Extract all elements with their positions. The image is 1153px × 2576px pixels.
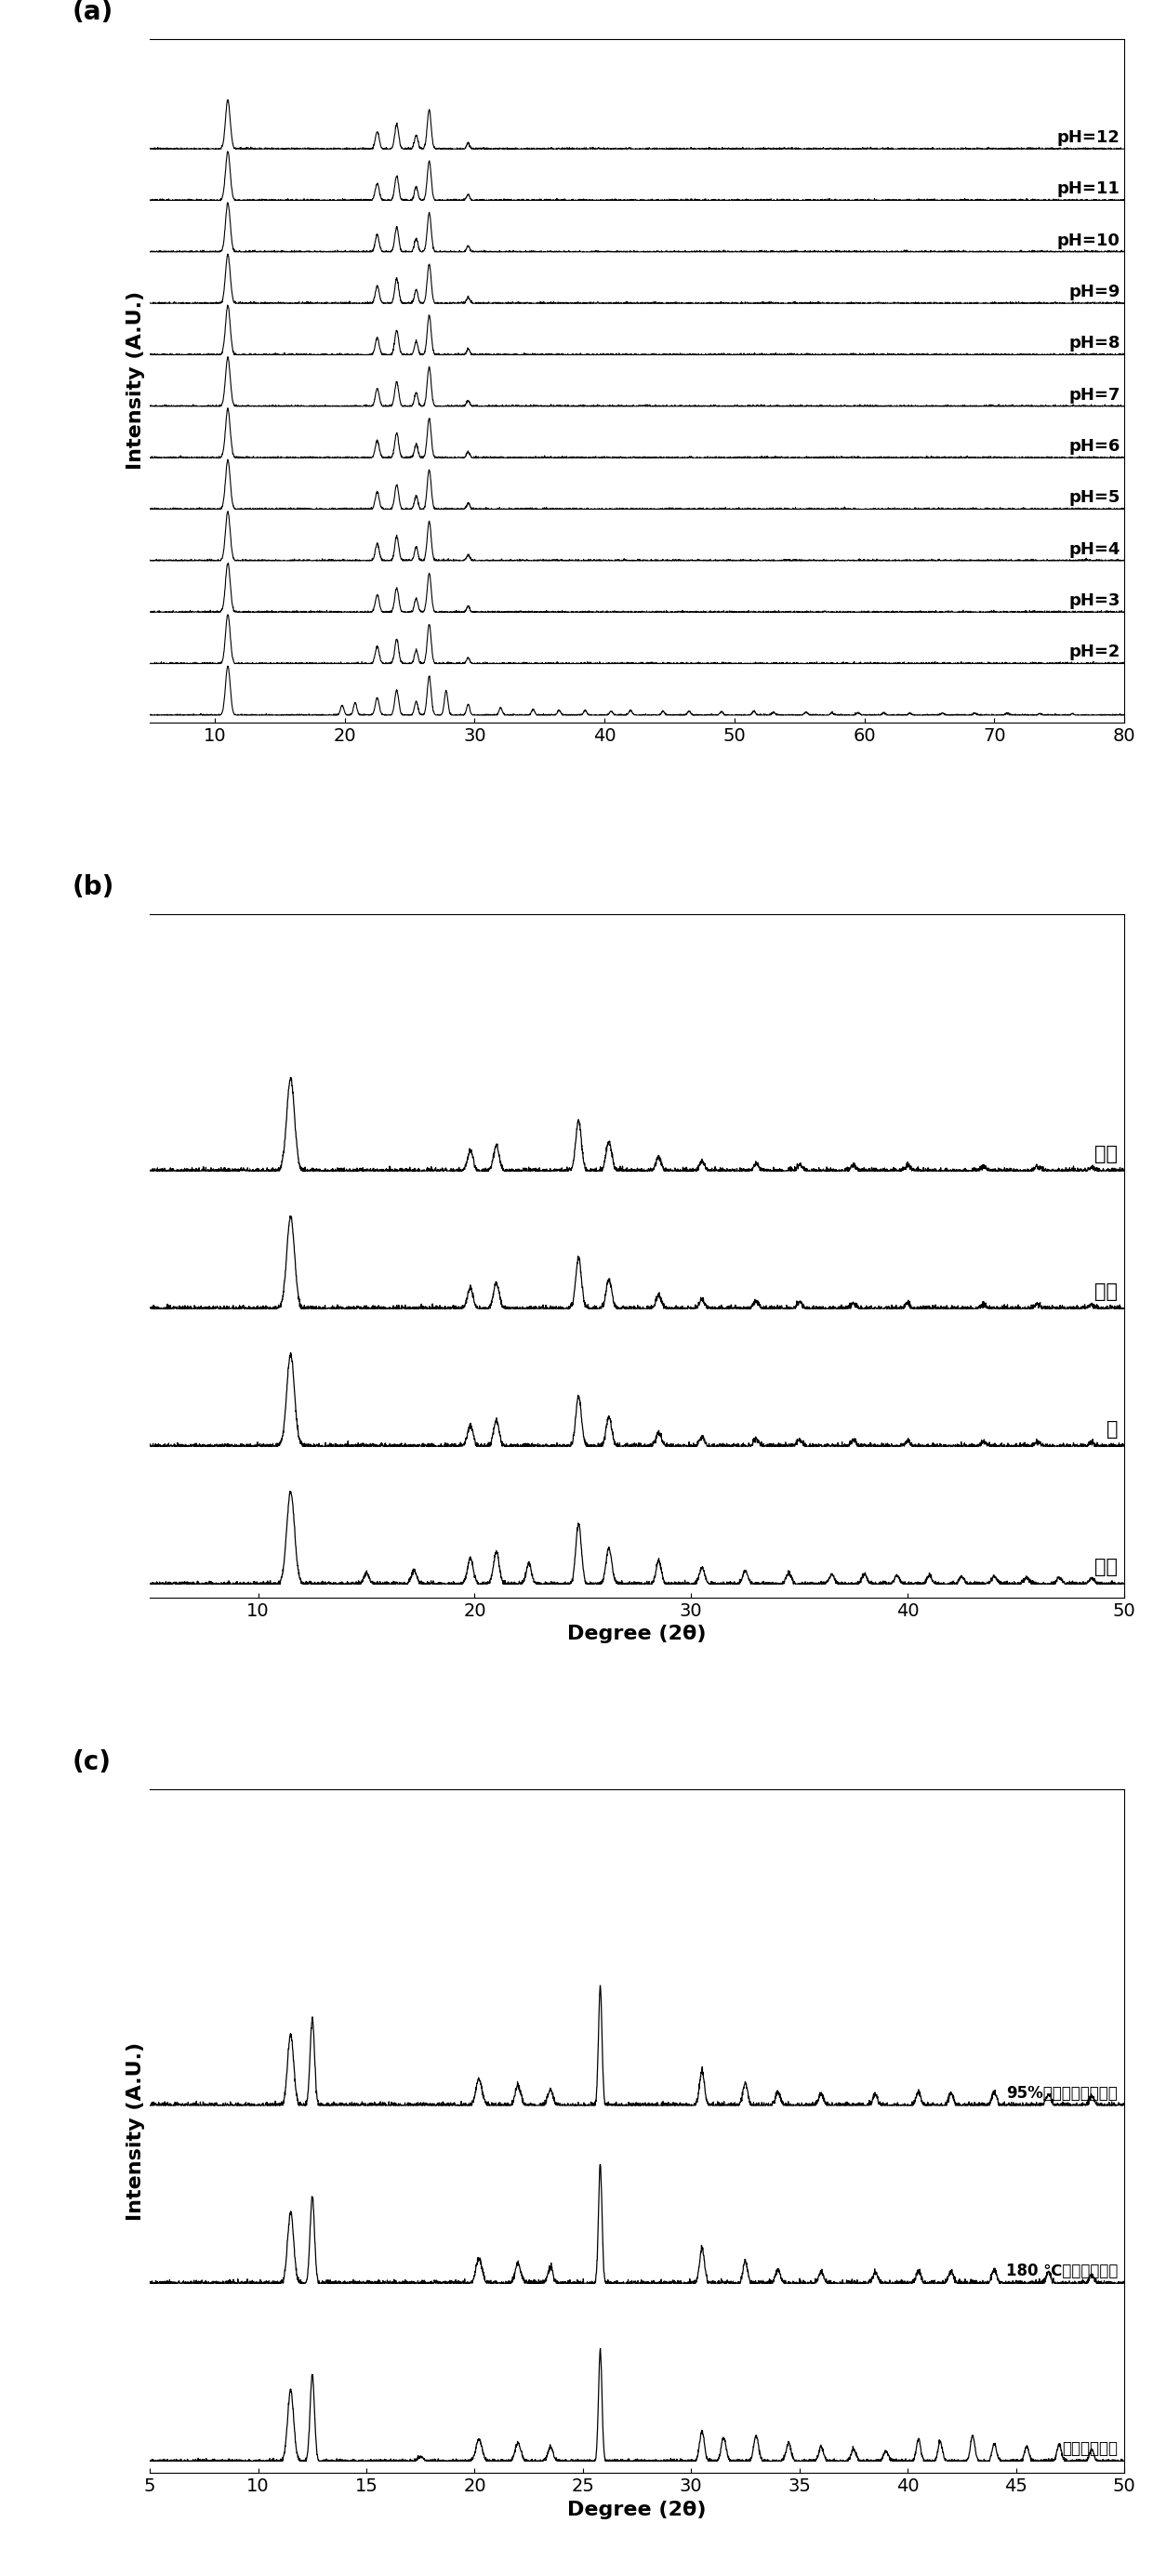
Text: pH=12: pH=12: [1057, 129, 1121, 147]
Text: pH=8: pH=8: [1069, 335, 1121, 353]
Text: pH=10: pH=10: [1057, 232, 1121, 250]
Text: (b): (b): [71, 873, 114, 899]
Text: 95%湿度测试后的粉末: 95%湿度测试后的粉末: [1007, 2084, 1117, 2102]
Text: 乙醇: 乙醇: [1094, 1283, 1117, 1301]
Text: pH=3: pH=3: [1069, 592, 1121, 608]
Y-axis label: Intensity (A.U.): Intensity (A.U.): [126, 291, 145, 469]
Text: 180 ℃测试后的粉末: 180 ℃测试后的粉末: [1005, 2262, 1117, 2280]
Y-axis label: Intensity (A.U.): Intensity (A.U.): [126, 2043, 145, 2221]
Text: pH=2: pH=2: [1069, 644, 1121, 659]
Text: 原始材料粉末: 原始材料粉末: [1062, 2439, 1117, 2458]
Text: 甲醇: 甲醇: [1094, 1144, 1117, 1164]
X-axis label: Degree (2θ): Degree (2θ): [567, 2501, 707, 2519]
Text: 原料: 原料: [1094, 1558, 1117, 1577]
Text: pH=5: pH=5: [1069, 489, 1121, 507]
Text: pH=4: pH=4: [1069, 541, 1121, 559]
Text: 水: 水: [1106, 1419, 1117, 1440]
Text: pH=11: pH=11: [1057, 180, 1121, 198]
Text: (c): (c): [71, 1749, 111, 1775]
Text: (a): (a): [71, 0, 113, 26]
Text: pH=9: pH=9: [1069, 283, 1121, 301]
Text: pH=6: pH=6: [1069, 438, 1121, 456]
Text: pH=7: pH=7: [1069, 386, 1121, 404]
X-axis label: Degree (2θ): Degree (2θ): [567, 1625, 707, 1643]
